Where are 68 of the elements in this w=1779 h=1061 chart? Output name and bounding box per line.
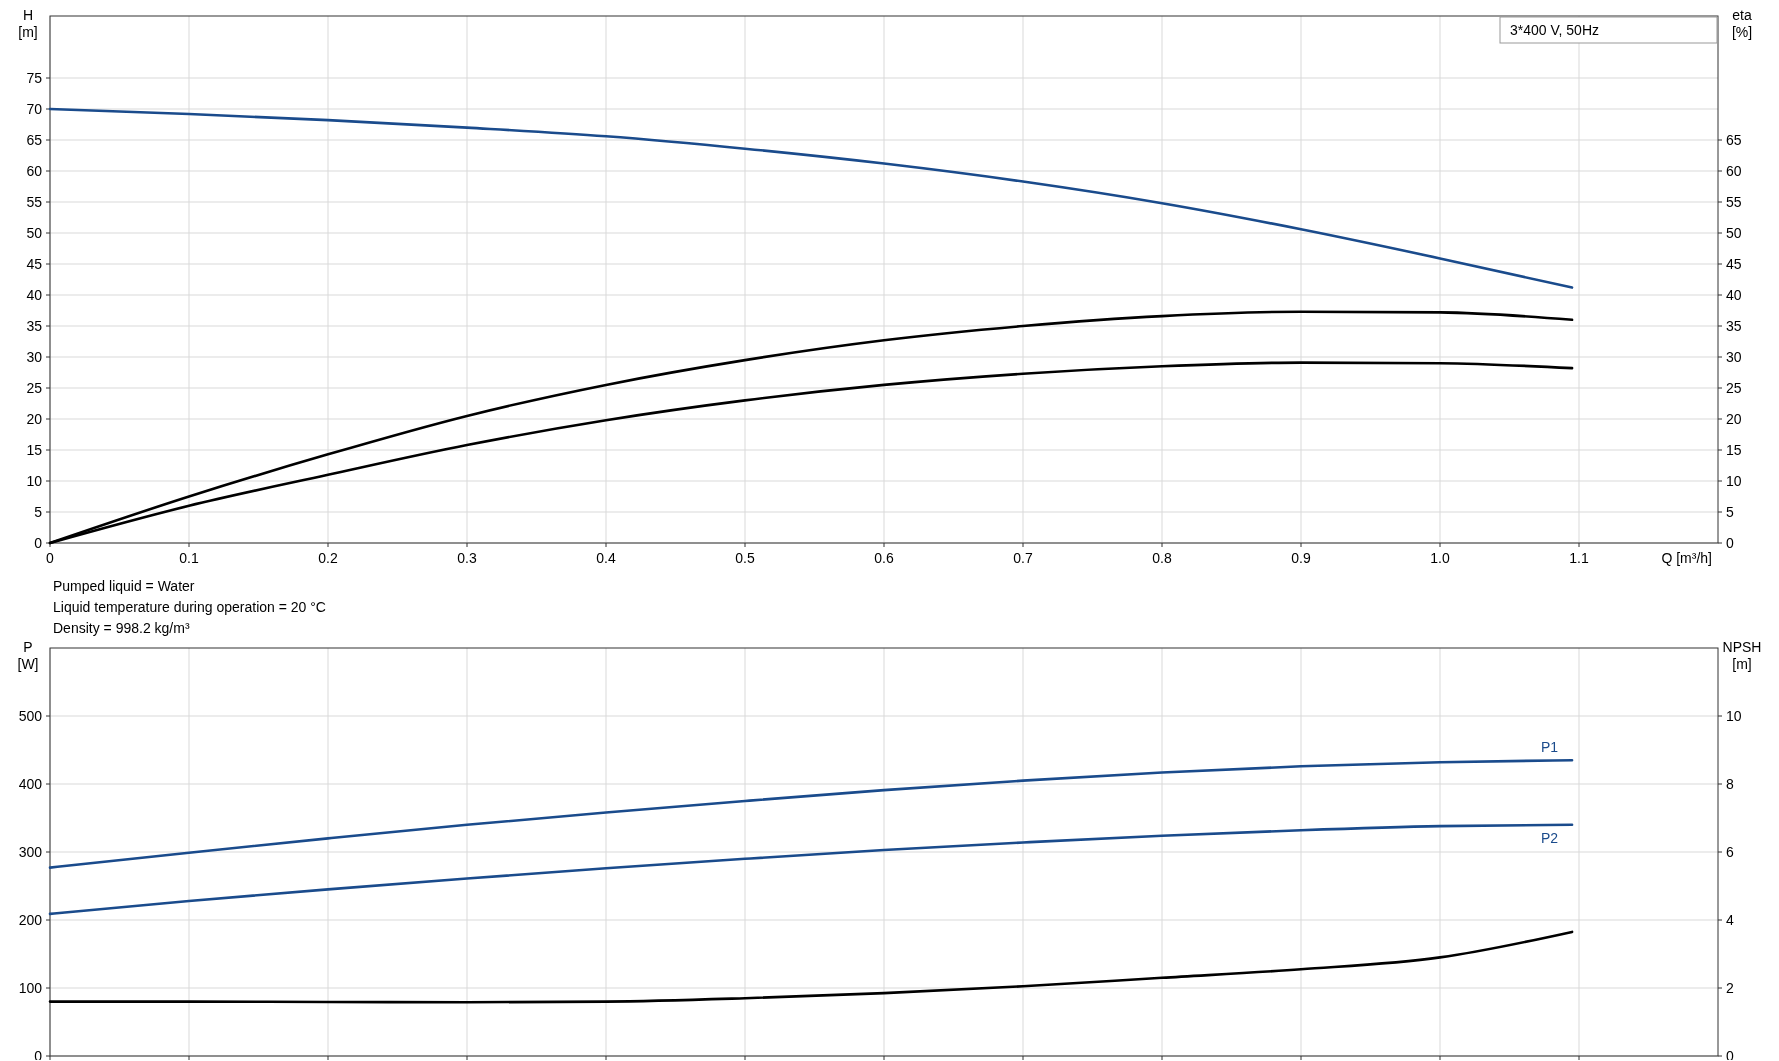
- y-tick-label: 500: [18, 708, 43, 724]
- y2-tick-label: 5: [1726, 504, 1734, 520]
- text: Liquid temperature during operation = 20 °C: [53, 599, 326, 615]
- y-tick-label: 100: [18, 980, 43, 996]
- y2-axis-title: eta [%]: [1731, 7, 1753, 40]
- y-tick-label: 65: [26, 132, 43, 148]
- y-tick-label: 200: [18, 912, 43, 928]
- x-tick-label: 1.1: [1569, 550, 1589, 566]
- y2-tick-label: 2: [1726, 980, 1734, 996]
- y2-tick-label: 35: [1726, 318, 1742, 334]
- y2-tick-label: 20: [1726, 411, 1742, 427]
- y2-tick-label: 45: [1726, 256, 1742, 272]
- y2-tick-label: 10: [1726, 473, 1742, 489]
- text: Density = 998.2 kg/m³: [53, 620, 190, 636]
- y2-tick-label: 65: [1726, 132, 1742, 148]
- x-tick-label: 0.2: [318, 550, 338, 566]
- y-tick-label: 300: [18, 844, 43, 860]
- y-tick-label: 15: [26, 442, 43, 458]
- x-axis-title: Q [m³/h]: [1661, 550, 1712, 566]
- y-tick-label: 0: [34, 535, 43, 551]
- x-tick-label: 0.5: [735, 550, 755, 566]
- y-tick-label: 10: [26, 473, 43, 489]
- y-tick-label: 60: [26, 163, 43, 179]
- y-tick-label: 5: [34, 504, 43, 520]
- x-tick-label: 0: [46, 550, 55, 566]
- x-tick-label: 0.6: [874, 550, 894, 566]
- y2-tick-label: 6: [1726, 844, 1734, 860]
- x-tick-label: 1.0: [1430, 550, 1450, 566]
- line-series: [48, 930, 1574, 1004]
- y-tick-label: 400: [18, 776, 43, 792]
- x-tick-label: 0.4: [596, 550, 616, 566]
- y-tick-label: 75: [26, 70, 43, 86]
- y-tick-label: 70: [26, 101, 43, 117]
- y-tick-label: 30: [26, 349, 43, 365]
- y2-tick-label: 30: [1726, 349, 1742, 365]
- y-tick-label: 50: [26, 225, 43, 241]
- y2-tick-label: 55: [1726, 194, 1742, 210]
- y-axis-title: P [W]: [17, 639, 39, 672]
- y2-tick-label: 50: [1726, 225, 1742, 241]
- text: Pumped liquid = Water: [53, 578, 195, 594]
- chart-title: 3*400 V, 50Hz: [1510, 22, 1599, 38]
- y2-tick-label: 60: [1726, 163, 1742, 179]
- x-tick-label: 0.7: [1013, 550, 1033, 566]
- x-tick-label: 0.1: [179, 550, 199, 566]
- y2-tick-label: 25: [1726, 380, 1742, 396]
- y2-tick-label: 0: [1726, 535, 1734, 551]
- y2-tick-label: 4: [1726, 912, 1734, 928]
- y-tick-label: 55: [26, 194, 43, 210]
- x-tick-label: 0.9: [1291, 550, 1311, 566]
- x-tick-label: 0.3: [457, 550, 477, 566]
- y-axis-title: H [m]: [18, 7, 38, 40]
- y-tick-label: 40: [26, 287, 43, 303]
- y2-tick-label: 40: [1726, 287, 1742, 303]
- x-tick-label: 0.8: [1152, 550, 1172, 566]
- y-tick-label: 45: [26, 256, 43, 272]
- line-series: [48, 107, 1574, 289]
- caption-box: 3*400 V, 50Hz: [1499, 16, 1718, 44]
- y2-tick-label: 10: [1726, 708, 1742, 724]
- y-tick-label: 35: [26, 318, 43, 334]
- y2-axis-title: NPSH [m]: [1722, 639, 1762, 672]
- y-tick-label: 20: [26, 411, 43, 427]
- y2-tick-label: 8: [1726, 776, 1734, 792]
- line-series: [48, 823, 1574, 916]
- y2-tick-label: 15: [1726, 442, 1742, 458]
- series-label: P2: [1540, 829, 1559, 846]
- y-tick-label: 25: [26, 380, 43, 396]
- line-series: [48, 758, 1574, 869]
- series-label: P1: [1540, 739, 1559, 756]
